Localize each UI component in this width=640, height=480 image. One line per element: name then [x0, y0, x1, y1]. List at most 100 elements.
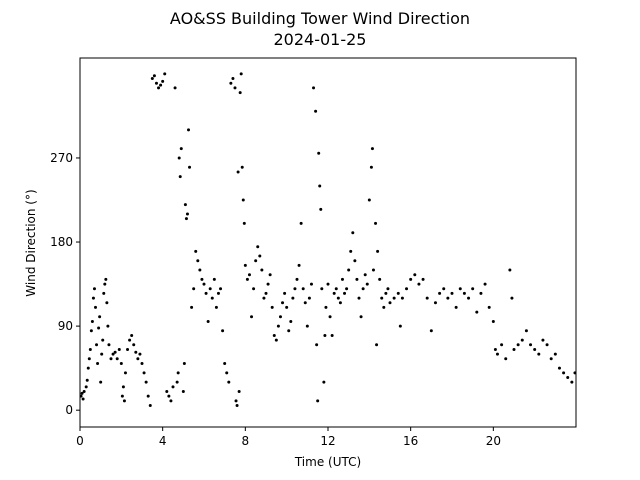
- data-point: [234, 399, 238, 403]
- data-point: [183, 203, 187, 207]
- data-point: [409, 277, 413, 281]
- data-point: [318, 184, 322, 188]
- data-point: [493, 347, 497, 351]
- data-point: [328, 315, 332, 319]
- data-point: [138, 352, 142, 356]
- data-point: [285, 305, 289, 309]
- data-point: [315, 343, 319, 347]
- data-point: [384, 291, 388, 295]
- data-point: [140, 361, 144, 365]
- data-point: [240, 165, 244, 169]
- plot-frame: [79, 57, 577, 428]
- data-point: [252, 287, 256, 291]
- data-point: [225, 371, 229, 375]
- data-point: [278, 315, 282, 319]
- data-point: [167, 394, 171, 398]
- data-point: [396, 291, 400, 295]
- data-point: [101, 338, 105, 342]
- data-point: [268, 273, 272, 277]
- data-point: [549, 357, 553, 361]
- data-point: [111, 352, 115, 356]
- data-point: [163, 72, 167, 76]
- data-point: [95, 343, 99, 347]
- data-point: [256, 245, 260, 249]
- data-point: [378, 277, 382, 281]
- data-point: [307, 296, 311, 300]
- data-point: [314, 109, 318, 113]
- data-point: [115, 357, 119, 361]
- data-point: [148, 404, 152, 408]
- data-point: [97, 326, 101, 330]
- data-point: [340, 277, 344, 281]
- data-point: [297, 263, 301, 267]
- data-point: [357, 296, 361, 300]
- data-point: [231, 77, 235, 81]
- data-point: [188, 165, 192, 169]
- x-tick-label: 20: [486, 434, 501, 448]
- data-point: [361, 287, 365, 291]
- data-point: [223, 361, 227, 365]
- data-point: [171, 385, 175, 389]
- data-point: [491, 319, 495, 323]
- data-point: [227, 380, 231, 384]
- data-point: [562, 371, 566, 375]
- data-point: [196, 259, 200, 263]
- data-point: [524, 329, 528, 333]
- data-point: [475, 310, 479, 314]
- data-point: [336, 296, 340, 300]
- data-point: [184, 217, 188, 221]
- data-point: [187, 128, 190, 132]
- data-point: [483, 282, 487, 286]
- data-point: [239, 72, 243, 76]
- data-point: [417, 282, 421, 286]
- data-point: [317, 151, 321, 155]
- data-point: [367, 198, 371, 202]
- data-point: [90, 319, 94, 323]
- data-point: [105, 301, 109, 305]
- data-point: [219, 287, 223, 291]
- data-point: [382, 305, 386, 309]
- data-point: [450, 291, 454, 295]
- data-point: [545, 343, 549, 347]
- data-point: [338, 301, 342, 305]
- data-point: [537, 352, 541, 356]
- data-point: [343, 291, 347, 295]
- data-point: [165, 390, 169, 394]
- data-point: [176, 371, 180, 375]
- data-point: [208, 287, 212, 291]
- data-point: [386, 287, 390, 291]
- data-point: [91, 296, 95, 300]
- data-point: [405, 287, 409, 291]
- data-point: [92, 287, 96, 291]
- data-point: [573, 371, 577, 375]
- chart-subtitle: 2024-01-25: [274, 30, 367, 49]
- data-point: [566, 375, 570, 379]
- x-tick-label: 0: [76, 434, 84, 448]
- data-point: [84, 385, 88, 389]
- data-point: [96, 361, 100, 365]
- data-point: [128, 338, 132, 342]
- data-point: [332, 291, 336, 295]
- data-point: [557, 366, 561, 370]
- data-point: [86, 366, 90, 370]
- data-point: [322, 380, 326, 384]
- data-point: [369, 165, 373, 169]
- data-point: [134, 350, 138, 354]
- data-point: [236, 170, 240, 174]
- data-point: [142, 371, 146, 375]
- data-point: [305, 324, 309, 328]
- data-point: [529, 343, 533, 347]
- data-point: [359, 315, 363, 319]
- data-point: [117, 347, 121, 351]
- data-point: [375, 343, 379, 347]
- data-point: [312, 86, 316, 90]
- data-point: [107, 343, 111, 347]
- data-point: [157, 86, 161, 90]
- data-point: [198, 268, 202, 272]
- data-point: [462, 291, 466, 295]
- data-point: [264, 291, 268, 295]
- data-point: [82, 390, 86, 394]
- data-point: [363, 273, 367, 277]
- data-point: [250, 315, 254, 319]
- data-point: [214, 305, 218, 309]
